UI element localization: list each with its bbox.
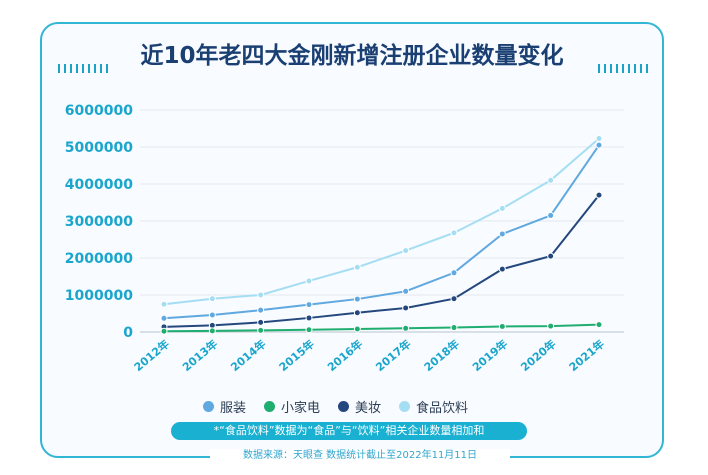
- y-tick-label: 6000000: [65, 103, 133, 119]
- data-point: [595, 134, 603, 142]
- legend-item: 美妆: [338, 397, 381, 416]
- chart-frame: [40, 22, 664, 458]
- data-point: [257, 326, 265, 334]
- x-tick-label: 2021年: [566, 337, 607, 374]
- y-tick-label: 4000000: [65, 177, 133, 193]
- legend-label: 食品饮料: [416, 400, 469, 416]
- y-tick-label: 3000000: [65, 214, 133, 230]
- data-point: [208, 311, 216, 319]
- footnote: *“食品饮料”数据为“食品”与“饮料”相关企业数量相加和: [171, 422, 527, 440]
- data-point: [305, 326, 313, 334]
- legend-label: 美妆: [355, 400, 382, 416]
- legend-label: 小家电: [281, 400, 321, 416]
- y-tick-label: 0: [123, 325, 133, 341]
- data-point: [450, 295, 458, 303]
- data-point: [305, 314, 313, 322]
- data-point: [257, 306, 265, 314]
- series-line: [163, 194, 600, 328]
- data-point: [498, 230, 506, 238]
- data-point: [547, 176, 555, 184]
- x-tick-label: 2016年: [324, 337, 365, 374]
- data-point: [402, 304, 410, 312]
- legend-marker: [338, 400, 350, 412]
- data-point: [547, 211, 555, 219]
- legend-item: 服装: [203, 397, 246, 416]
- data-point: [498, 265, 506, 273]
- data-point: [160, 300, 168, 308]
- data-point: [160, 327, 168, 335]
- legend-label: 服装: [220, 400, 247, 416]
- data-point: [353, 325, 361, 333]
- y-tick-label: 2000000: [65, 251, 133, 267]
- data-point: [450, 324, 458, 332]
- data-point: [160, 314, 168, 322]
- legend: 服装 小家电 美妆 食品饮料: [203, 396, 503, 416]
- data-point: [208, 327, 216, 335]
- x-tick-label: 2017年: [373, 337, 414, 374]
- data-point: [305, 301, 313, 309]
- data-point: [595, 321, 603, 329]
- data-point: [402, 247, 410, 255]
- legend-item: 食品饮料: [399, 397, 468, 416]
- series-line: [163, 144, 600, 320]
- data-point: [450, 229, 458, 237]
- x-tick-label: 2014年: [228, 337, 269, 374]
- y-tick-label: 1000000: [65, 288, 133, 304]
- data-point: [305, 277, 313, 285]
- data-point: [257, 318, 265, 326]
- data-point: [547, 252, 555, 260]
- x-tick-label: 2015年: [276, 337, 317, 374]
- x-tick-label: 2018年: [421, 337, 462, 374]
- data-point: [595, 141, 603, 149]
- data-point: [402, 324, 410, 332]
- series-line: [163, 323, 600, 333]
- y-tick-label: 5000000: [65, 140, 133, 156]
- legend-marker: [399, 400, 411, 412]
- data-point: [353, 263, 361, 271]
- data-point: [595, 191, 603, 199]
- data-point: [498, 322, 506, 330]
- data-point: [353, 295, 361, 303]
- title-area: 近10年老四大金刚新增注册企业数量变化: [58, 38, 648, 78]
- data-source: 数据来源：天眼查 数据统计截止至2022年11月11日: [210, 449, 510, 463]
- data-point: [353, 309, 361, 317]
- x-tick-label: 2020年: [518, 337, 559, 374]
- legend-marker: [203, 400, 214, 412]
- data-point: [547, 322, 555, 330]
- data-point: [450, 269, 458, 277]
- series-line: [163, 137, 600, 306]
- data-point: [402, 287, 410, 295]
- x-tick-label: 2013年: [179, 337, 220, 374]
- legend-marker: [264, 400, 276, 412]
- x-tick-label: 2019年: [469, 337, 510, 374]
- data-point: [257, 291, 265, 299]
- data-point: [208, 295, 216, 303]
- data-point: [498, 204, 506, 212]
- title-box: 近10年老四大金刚新增注册企业数量变化: [108, 38, 596, 78]
- legend-item: 小家电: [264, 397, 320, 416]
- chart-title: 近10年老四大金刚新增注册企业数量变化: [140, 43, 564, 69]
- x-tick-label: 2012年: [131, 337, 172, 374]
